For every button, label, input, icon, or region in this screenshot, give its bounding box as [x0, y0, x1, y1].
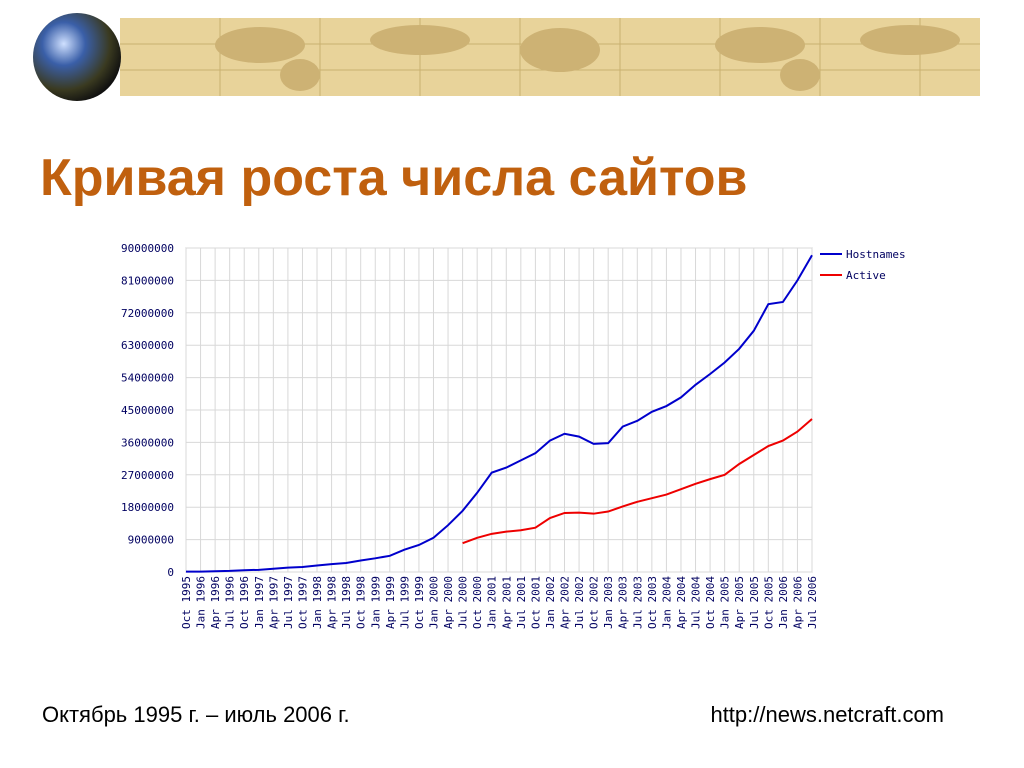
x-tick-label: Jul 2002	[573, 576, 586, 629]
y-tick-label: 72000000	[121, 307, 174, 320]
y-tick-label: 36000000	[121, 436, 174, 449]
x-tick-label: Jan 1996	[195, 576, 208, 629]
x-tick-label: Oct 2003	[646, 576, 659, 629]
x-tick-label: Oct 1999	[413, 576, 426, 629]
series-line	[186, 254, 813, 573]
x-tick-label: Jul 1997	[282, 576, 295, 629]
x-tick-label: Oct 2002	[588, 576, 601, 629]
series-line	[462, 418, 813, 545]
x-tick-label: Jan 1997	[253, 576, 266, 629]
x-tick-label: Jan 1998	[311, 576, 324, 629]
y-tick-label: 45000000	[121, 404, 174, 417]
chart: Oct 1995 Jan 1996 Apr 1996 Jul 1996 Oct 1996…	[121, 242, 906, 629]
y-tick-label: 9000000	[128, 534, 174, 547]
x-tick-label: Apr 2004	[675, 576, 688, 629]
y-tick-label: 54000000	[121, 372, 174, 385]
x-tick-label: Jul 2003	[631, 576, 644, 629]
x-tick-label: Jan 2006	[777, 576, 790, 629]
x-tick-label: Jan 2000	[427, 576, 440, 629]
x-tick-label: Apr 1997	[267, 576, 280, 629]
y-tick-label: 63000000	[121, 339, 174, 352]
x-tick-label: Apr 2001	[500, 576, 513, 629]
x-tick-label: Oct 1998	[355, 576, 368, 629]
legend-label: Hostnames	[846, 248, 906, 261]
y-tick-label: 81000000	[121, 274, 174, 287]
x-tick-label: Jul 1998	[340, 576, 353, 629]
x-tick-label: Apr 2003	[617, 576, 630, 629]
y-tick-label: 27000000	[121, 469, 174, 482]
x-tick-label: Oct 1997	[296, 576, 309, 629]
x-tick-label: Jul 1996	[224, 576, 237, 629]
legend-label: Active	[846, 269, 886, 282]
x-tick-label: Jul 2000	[457, 576, 470, 629]
x-tick-label: Apr 1998	[326, 576, 339, 629]
x-tick-label: Oct 2001	[529, 576, 542, 629]
x-tick-label: Jan 2004	[660, 576, 673, 629]
x-tick-label: Apr 2006	[791, 576, 804, 629]
x-tick-label: Jan 1999	[369, 576, 382, 629]
map-continents	[215, 25, 960, 91]
x-tick-label: Oct 2005	[762, 576, 775, 629]
x-tick-label: Jan 2002	[544, 576, 557, 629]
x-tick-label: Apr 2002	[559, 576, 572, 629]
x-tick-label: Apr 2000	[442, 576, 455, 629]
x-tick-label: Jul 2001	[515, 576, 528, 629]
x-tick-label: Jul 2006	[806, 576, 819, 629]
x-tick-label: Jan 2003	[602, 576, 615, 629]
x-tick-label: Oct 2000	[471, 576, 484, 629]
x-tick-label: Jul 2004	[690, 576, 703, 629]
y-tick-label: 0	[167, 566, 174, 579]
x-tick-label: Oct 2004	[704, 576, 717, 629]
x-tick-label: Oct 1996	[238, 576, 251, 629]
y-tick-label: 18000000	[121, 501, 174, 514]
y-tick-label: 90000000	[121, 242, 174, 255]
slide-title: Кривая роста числа сайтов	[40, 149, 747, 207]
x-tick-label: Apr 1996	[209, 576, 222, 629]
period-caption: Октябрь 1995 г. – июль 2006 г.	[42, 702, 350, 727]
source-caption: http://news.netcraft.com	[710, 702, 944, 727]
x-tick-label: Apr 2005	[733, 576, 746, 629]
x-tick-label: Jan 2001	[486, 576, 499, 629]
x-tick-label: Oct 1995	[180, 576, 193, 629]
x-tick-label: Apr 1999	[384, 576, 397, 629]
x-tick-label: Jul 2005	[748, 576, 761, 629]
globe	[33, 13, 121, 101]
x-tick-label: Jan 2005	[719, 576, 732, 629]
x-tick-label: Jul 1999	[398, 576, 411, 629]
